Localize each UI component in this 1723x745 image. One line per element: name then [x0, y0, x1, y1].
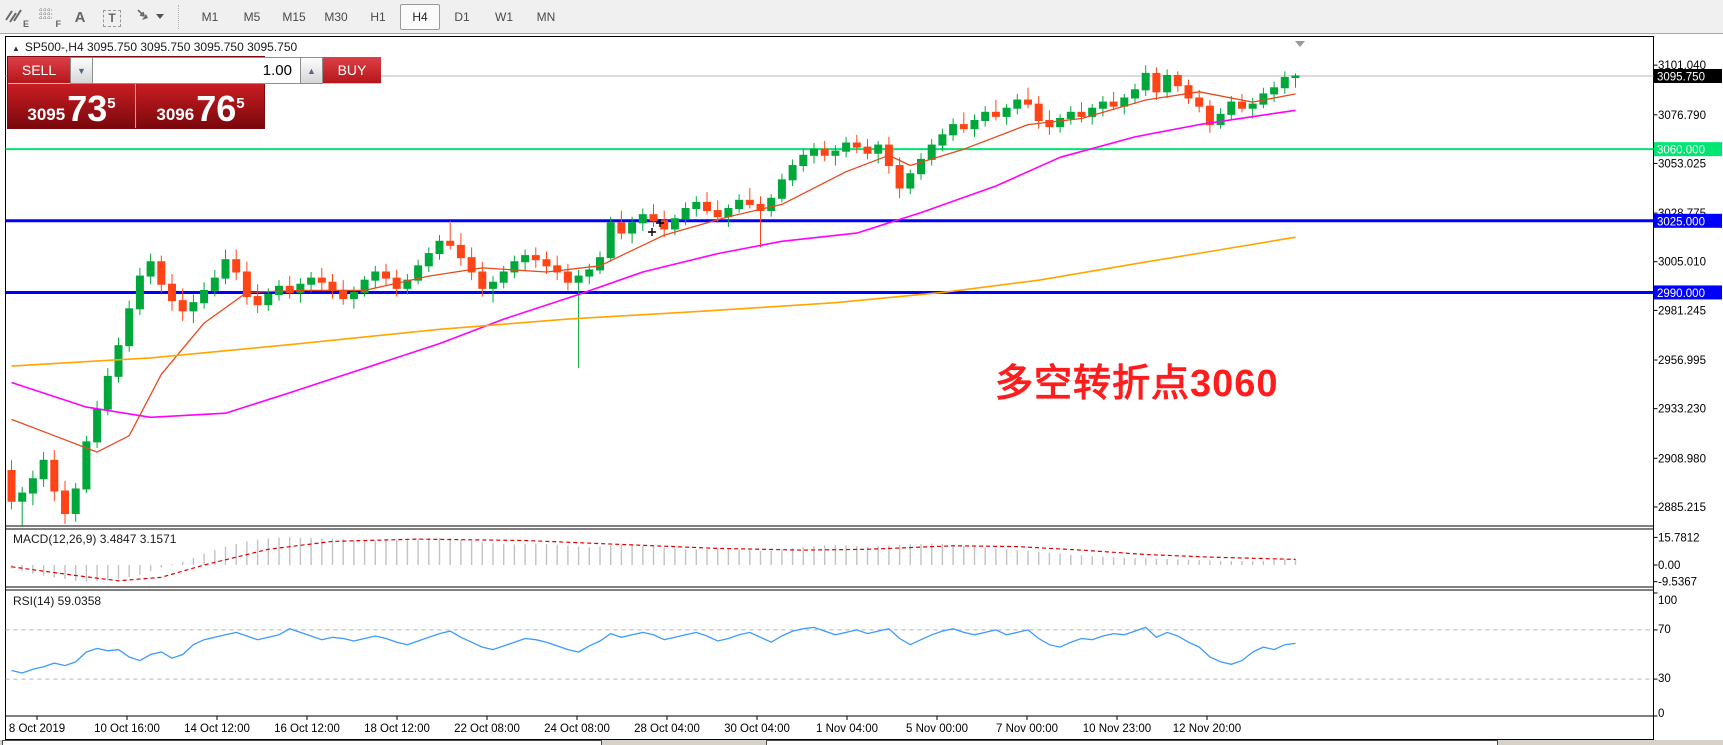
price-axis-label: 2956.995 [1658, 355, 1706, 367]
sell-price-sup: 5 [107, 95, 116, 112]
trade-marker-icon [656, 219, 664, 227]
one-click-trade-panel: SELL ▼ ▲ BUY 3095 73 5 3096 76 5 [8, 57, 381, 128]
drawing-tools-group: E F A T [0, 0, 170, 33]
price-badge [1654, 68, 1722, 83]
date-axis-label: 10 Nov 23:00 [1083, 723, 1151, 735]
macd-axis-label: -9.5367 [1658, 577, 1697, 589]
chart-header: ▲ SP500-,H4 3095.750 3095.750 3095.750 30… [12, 40, 297, 54]
toolbar: E F A T M1 M5 M15 M30 H [0, 0, 1723, 34]
symbol-ohlc-line: SP500-,H4 3095.750 3095.750 3095.750 309… [24, 40, 298, 54]
date-axis-label: 8 Oct 2019 [9, 723, 65, 735]
text-label-icon[interactable]: T [97, 4, 127, 30]
price-axis-label: 3076.790 [1658, 110, 1706, 122]
sell-price-small: 3095 [27, 105, 66, 124]
macd-pane [10, 537, 1297, 582]
volume-increase-button[interactable]: ▲ [300, 57, 323, 84]
chart-shift-marker-icon [1295, 41, 1305, 47]
rsi-axis-label: 30 [1658, 673, 1671, 685]
indicators-icon[interactable]: E [1, 4, 31, 30]
symbol-collapse-icon[interactable]: ▲ [12, 44, 20, 53]
tab-timeframe-mn[interactable]: MN [536, 9, 556, 24]
date-axis-label: 5 Nov 00:00 [906, 723, 968, 735]
buy-price-small: 3096 [156, 105, 195, 124]
date-axis-label: 12 Nov 20:00 [1173, 723, 1241, 735]
macd-signal-line [11, 538, 1296, 582]
chart-tab[interactable] [766, 740, 1498, 745]
rsi-axis-label: 70 [1658, 624, 1671, 636]
price-badge [1654, 285, 1722, 300]
date-axis-label: 1 Nov 04:00 [816, 723, 878, 735]
trade-marker-icon [648, 228, 656, 236]
date-axis-label: 24 Oct 08:00 [544, 723, 610, 735]
candles-layer [7, 65, 1300, 526]
volume-decrease-button[interactable]: ▼ [70, 57, 93, 84]
rsi-axis-label: 0 [1658, 708, 1664, 720]
chart-tabs-strip [0, 740, 1723, 745]
price-axis-label: 2981.245 [1658, 305, 1706, 317]
tab-timeframe-m1[interactable]: M1 [201, 9, 219, 24]
buy-price-big: 76 [196, 88, 237, 130]
tab-timeframe-d1[interactable]: D1 [454, 9, 470, 24]
ma-fast [11, 91, 1296, 453]
macd-axis-label: 15.7812 [1658, 532, 1700, 544]
tab-timeframe-m30[interactable]: M30 [324, 9, 348, 24]
buy-price-display[interactable]: 3096 76 5 [137, 84, 264, 128]
price-badge [1654, 142, 1722, 157]
price-axis-label: 3005.010 [1658, 257, 1706, 269]
chart-tab[interactable] [2, 740, 602, 745]
tab-timeframe-w1[interactable]: W1 [495, 9, 513, 24]
buy-button[interactable]: BUY [323, 57, 381, 84]
tab-timeframe-m15[interactable]: M15 [282, 9, 306, 24]
macd-axis-label: 0.00 [1658, 560, 1680, 572]
price-axis-label: 2908.980 [1658, 453, 1706, 465]
svg-text:3025.000: 3025.000 [1657, 216, 1705, 228]
date-axis-label: 10 Oct 16:00 [94, 723, 160, 735]
objects-icon[interactable] [129, 4, 169, 30]
svg-text:3060.000: 3060.000 [1657, 145, 1705, 157]
price-axis-label: 2933.230 [1658, 404, 1706, 416]
buy-price-sup: 5 [236, 95, 245, 112]
date-axis-label: 28 Oct 04:00 [634, 723, 700, 735]
rsi-pane [5, 626, 1654, 680]
toolbar-separator [178, 4, 185, 29]
timeframe-group: M1 M5 M15 M30 H1 H4 D1 W1 MN [189, 0, 567, 33]
tab-timeframe-h1[interactable]: H1 [370, 9, 386, 24]
date-axis-label: 16 Oct 12:00 [274, 723, 340, 735]
sell-button[interactable]: SELL [8, 57, 70, 84]
sell-price-display[interactable]: 3095 73 5 [8, 84, 136, 128]
macd-label: MACD(12,26,9) 3.4847 3.1571 [13, 532, 177, 546]
grid-icon[interactable]: F [33, 4, 63, 30]
price-axis-label: 2885.215 [1658, 502, 1706, 514]
date-axis-label: 22 Oct 08:00 [454, 723, 520, 735]
ma-mid [11, 109, 1296, 419]
font-icon[interactable]: A [74, 8, 86, 26]
rsi-axis-label: 100 [1658, 595, 1677, 607]
price-badge [1654, 213, 1722, 228]
chart-annotation: 多空转折点3060 [995, 363, 1279, 405]
tab-timeframe-m5[interactable]: M5 [243, 9, 261, 24]
price-axis-label: 3053.025 [1658, 158, 1706, 170]
date-axis-label: 7 Nov 00:00 [996, 723, 1058, 735]
date-axis-label: 30 Oct 04:00 [724, 723, 790, 735]
sell-price-big: 73 [67, 88, 108, 130]
date-axis-label: 18 Oct 12:00 [364, 723, 430, 735]
ma-slow [11, 236, 1296, 367]
tab-timeframe-h4[interactable]: H4 [400, 3, 440, 30]
svg-text:3095.750: 3095.750 [1657, 71, 1705, 83]
date-axis-label: 14 Oct 12:00 [184, 723, 250, 735]
rsi-label: RSI(14) 59.0358 [13, 594, 102, 608]
svg-text:2990.000: 2990.000 [1657, 288, 1705, 300]
rsi-line [11, 626, 1296, 674]
volume-input[interactable] [93, 57, 300, 84]
